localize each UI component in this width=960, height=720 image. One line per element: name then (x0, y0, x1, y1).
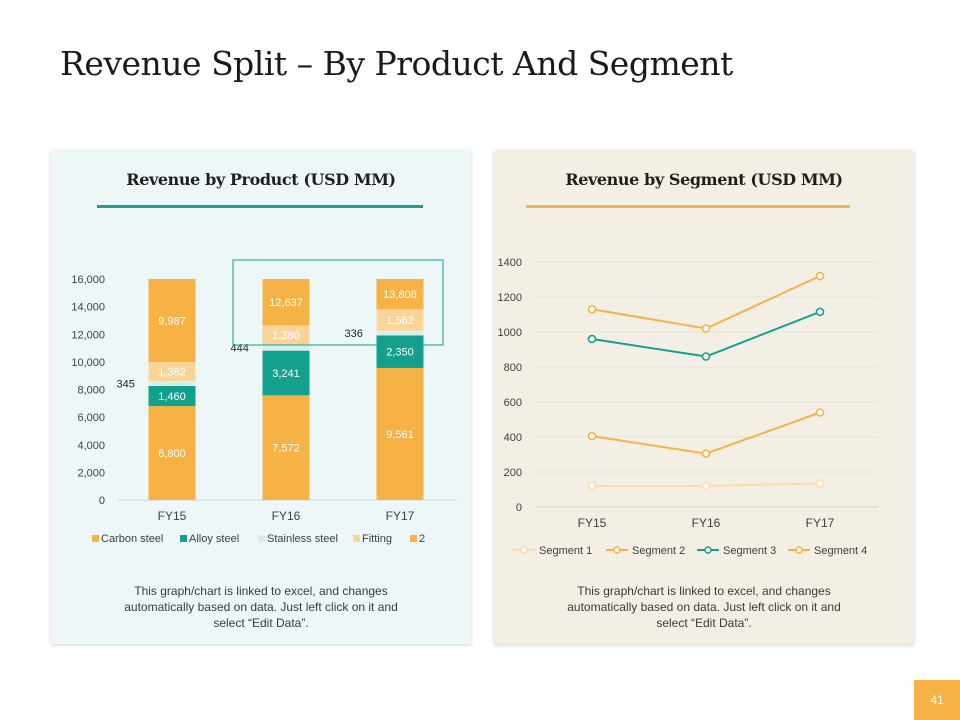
bar-carbon-steel-fy17 (376, 367, 424, 500)
data-label: 1,562 (386, 315, 414, 327)
x-tick-label: FY16 (272, 509, 301, 523)
y-tick-label: 12,000 (71, 329, 105, 341)
bar-carbon-steel-fy16 (262, 395, 310, 500)
legend-swatch-2 (410, 535, 417, 542)
legend-label-segment-4: Segment 4 (814, 545, 867, 557)
highlight-box (232, 259, 444, 346)
bar-alloy-steel-fy17 (376, 335, 424, 368)
chart-note: This graph/chart is linked to excel, and… (124, 584, 398, 630)
legend-label-segment-3: Segment 3 (723, 545, 776, 557)
data-label: 2,350 (386, 347, 414, 359)
revenue-by-product-title: Revenue by Product (USD MM) (126, 170, 396, 189)
data-label: 1,380 (272, 330, 300, 342)
legend-label-segment-1: Segment 1 (539, 545, 592, 557)
revenue-by-product-chart[interactable]: 0 2,000 4,000 6,000 8,000 10,000 12,000 14,000 1… (51, 150, 471, 570)
y-tick-label: 800 (504, 362, 522, 374)
y-tick-label: 10,000 (71, 357, 105, 369)
data-label: 444 (231, 343, 249, 355)
revenue-by-product-panel: Revenue by Product (USD MM) 0 2,000 4,000 6… (51, 150, 471, 644)
y-tick-label: 1200 (498, 292, 522, 304)
y-tick-label: 6,000 (77, 412, 105, 424)
line-segment-4 (591, 275, 821, 330)
data-label: 7,572 (272, 443, 300, 455)
legend-label-stainless-steel: Stainless steel (267, 533, 338, 545)
revenue-by-segment-title: Revenue by Segment (USD MM) (565, 170, 843, 189)
x-tick-label: FY15 (158, 509, 187, 523)
legend-swatch-fitting (353, 535, 360, 542)
point-segment-4-fy16 (701, 324, 711, 333)
slide-title: Revenue Split – By Product And Segment (60, 44, 733, 83)
x-tick-label: FY16 (692, 516, 721, 530)
legend-swatch-alloy-steel (180, 535, 187, 542)
bar-fitting-fy15 (148, 362, 196, 382)
point-segment-1-fy16 (701, 481, 711, 491)
legend-label-carbon-steel: Carbon steel (101, 533, 163, 545)
point-segment-2-fy17 (815, 408, 825, 417)
x-tick-label: FY17 (386, 509, 415, 523)
bar-alloy-steel-fy16 (262, 350, 310, 396)
legend-marker-segment-4 (795, 546, 803, 554)
bar-alloy-steel-fy15 (148, 385, 196, 407)
legend-swatch-stainless-steel (258, 535, 265, 542)
bar-stainless-steel-fy15 (148, 381, 196, 386)
chart-note: This graph/chart is linked to excel, and… (567, 584, 841, 630)
bar-2-fy15 (148, 279, 196, 363)
y-tick-label: 16,000 (71, 274, 105, 286)
y-tick-label: 4,000 (77, 440, 105, 452)
page-number: 41 (914, 680, 960, 720)
y-tick-label: 1400 (498, 257, 522, 269)
data-label: 9,561 (386, 429, 414, 441)
y-tick-label: 2,000 (77, 467, 105, 479)
legend-swatch-carbon-steel (92, 535, 99, 542)
point-segment-2-fy16 (701, 449, 711, 458)
y-tick-label: 0 (99, 495, 105, 507)
revenue-by-segment-panel: Revenue by Segment (USD MM) 0 200 400 600 80… (494, 150, 914, 644)
legend-label-fitting: Fitting (362, 533, 392, 545)
legend-marker-segment-1 (520, 546, 528, 554)
legend-label-alloy-steel: Alloy steel (189, 533, 239, 545)
legend-label-segment-2: Segment 2 (632, 545, 685, 557)
data-label: 345 (117, 379, 135, 391)
point-segment-1-fy15 (587, 481, 597, 491)
bar-2-fy16 (262, 279, 310, 326)
legend-marker-segment-2 (613, 546, 621, 554)
y-tick-label: 1000 (498, 327, 522, 339)
title-underline (97, 205, 423, 208)
data-label: 1,460 (158, 391, 186, 403)
point-segment-4-fy17 (815, 271, 825, 281)
y-tick-label: 200 (504, 467, 522, 479)
data-label: 1,382 (158, 367, 186, 379)
point-segment-1-fy17 (815, 479, 825, 488)
legend-label-2: 2 (419, 533, 425, 545)
y-tick-label: 8,000 (77, 385, 105, 397)
data-label: 13,808 (383, 289, 417, 301)
title-underline (526, 205, 850, 208)
point-segment-4-fy15 (587, 304, 597, 314)
revenue-by-segment-chart[interactable]: 0 200 400 600 800 1000 1200 1400 FY15 FY16 FY17 Seg… (494, 150, 914, 570)
line-segment-2 (591, 411, 821, 455)
bar-2-fy17 (376, 279, 424, 310)
x-tick-label: FY15 (578, 516, 607, 530)
data-label: 6,800 (158, 448, 186, 460)
point-segment-3-fy16 (701, 352, 711, 361)
y-tick-label: 14,000 (71, 302, 105, 314)
bar-carbon-steel-fy15 (148, 406, 196, 500)
x-tick-label: FY17 (806, 516, 835, 530)
point-segment-2-fy15 (587, 431, 597, 441)
legend-marker-segment-3 (704, 546, 712, 554)
line-segment-3 (591, 310, 821, 358)
bar-stainless-steel-fy16 (262, 344, 310, 351)
point-segment-3-fy17 (815, 307, 825, 317)
y-tick-label: 600 (504, 397, 522, 409)
data-label: 12,637 (269, 297, 303, 309)
data-label: 9,987 (158, 316, 186, 328)
y-tick-label: 400 (504, 432, 522, 444)
bar-fitting-fy16 (262, 325, 310, 345)
bar-fitting-fy17 (376, 309, 424, 331)
y-tick-label: 0 (516, 502, 522, 514)
data-label: 3,241 (272, 368, 300, 380)
bar-stainless-steel-fy17 (376, 330, 424, 336)
point-segment-3-fy15 (587, 334, 597, 344)
data-label: 336 (345, 328, 363, 340)
